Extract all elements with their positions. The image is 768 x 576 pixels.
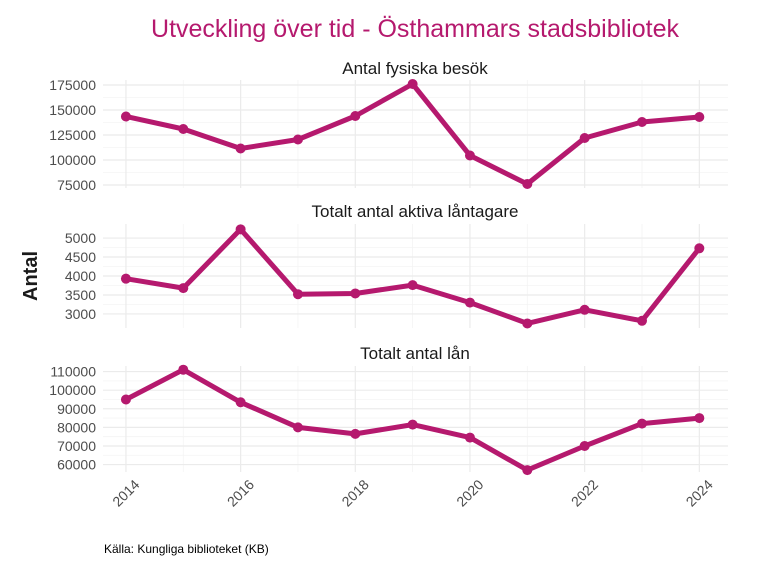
y-tick-label: 150000: [49, 102, 96, 118]
data-point: [464, 432, 475, 443]
data-point: [178, 283, 189, 294]
data-point: [636, 315, 647, 326]
y-tick-label: 125000: [49, 127, 96, 143]
panel-title: Totalt antal lån: [360, 344, 470, 363]
y-tick-label: 4000: [65, 268, 96, 284]
y-tick-label: 175000: [49, 77, 96, 93]
data-point: [522, 179, 533, 189]
data-point: [636, 418, 647, 429]
y-tick-label: 110000: [50, 364, 96, 380]
data-point: [464, 150, 475, 161]
data-point: [292, 134, 303, 145]
data-point: [235, 224, 246, 235]
y-tick-label: 3000: [65, 306, 96, 322]
data-point: [407, 419, 418, 430]
y-tick-label: 100000: [49, 152, 96, 168]
data-point: [292, 422, 303, 433]
x-tick-label: 2014: [109, 476, 142, 509]
data-point: [350, 288, 361, 299]
chart-title: Utveckling över tid - Östhammars stadsbi…: [151, 15, 679, 43]
y-tick-label: 80000: [57, 419, 96, 435]
panel-2: 3000 3500 4000 4500 5000 Totalt antal aktiva …: [65, 202, 728, 329]
panels: 75000 100000 125000 150000 175000 Antal fysis…: [49, 59, 728, 476]
data-point: [350, 111, 361, 121]
panel-title: Totalt antal aktiva låntagare: [312, 202, 519, 221]
x-axis: 2014 2016 2018 2020 2022 2024: [109, 476, 716, 509]
y-axis-label: Antal: [20, 251, 42, 301]
y-tick-label: 75000: [57, 177, 96, 193]
data-point: [235, 143, 246, 154]
data-point: [694, 112, 705, 122]
x-tick-label: 2020: [453, 476, 486, 509]
data-point: [178, 124, 189, 134]
x-tick-label: 2016: [224, 476, 257, 509]
data-point: [350, 428, 361, 439]
y-tick-label: 60000: [57, 457, 96, 473]
x-tick-label: 2024: [683, 476, 716, 509]
data-point: [464, 297, 475, 308]
y-tick-label: 5000: [65, 230, 96, 246]
x-tick-label: 2022: [568, 476, 601, 509]
data-point: [579, 440, 590, 451]
y-tick-label: 4500: [65, 249, 96, 265]
y-tick-label: 90000: [57, 401, 96, 417]
panel-title: Antal fysiska besök: [342, 59, 488, 78]
data-point: [178, 364, 189, 375]
data-point: [120, 394, 131, 405]
y-tick-label: 3500: [65, 287, 96, 303]
source-caption: Källa: Kungliga biblioteket (KB): [104, 542, 269, 556]
data-point: [694, 243, 705, 254]
data-point: [407, 280, 418, 291]
data-point: [120, 111, 131, 122]
data-point: [120, 273, 131, 284]
data-point: [292, 289, 303, 300]
panel-3: 60000 70000 80000 90000 100000 110000 Totalt a…: [49, 344, 728, 476]
x-tick-label: 2018: [338, 476, 371, 509]
data-point: [407, 79, 418, 89]
panel-1: 75000 100000 125000 150000 175000 Antal fysis…: [49, 59, 728, 193]
data-point: [522, 465, 533, 476]
data-point: [636, 117, 647, 127]
y-tick-label: 70000: [57, 438, 96, 454]
y-tick-label: 100000: [49, 382, 96, 398]
data-point: [694, 413, 705, 424]
data-point: [579, 304, 590, 315]
data-point: [522, 318, 533, 329]
data-point: [579, 133, 590, 143]
data-point: [235, 397, 246, 408]
